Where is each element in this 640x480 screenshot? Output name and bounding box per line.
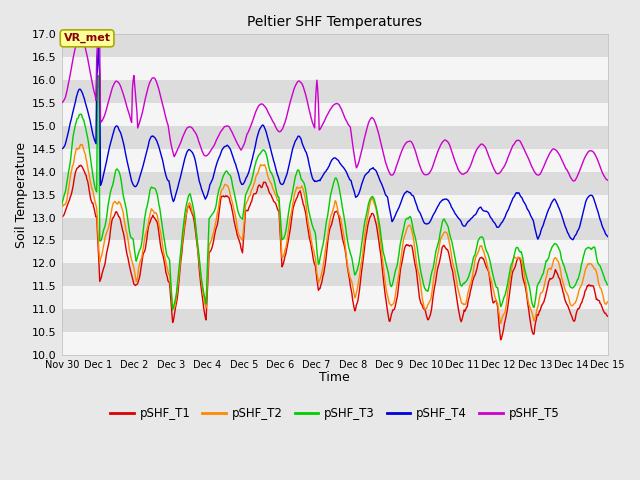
pSHF_T1 (209, 241, 217, 247)
pSHF_T5 (418, 168, 426, 174)
Y-axis label: Soil Temperature: Soil Temperature (15, 142, 28, 248)
pSHF_T2 (180, 225, 188, 231)
pSHF_T1 (58, 214, 66, 219)
pSHF_T1 (497, 337, 504, 343)
pSHF_T4 (180, 159, 188, 165)
Line: pSHF_T4: pSHF_T4 (62, 48, 608, 240)
pSHF_T1 (125, 259, 132, 264)
Bar (62, 103, 608, 126)
pSHF_T5 (58, 100, 66, 106)
Bar (62, 172, 608, 195)
Text: VR_met: VR_met (63, 33, 111, 44)
pSHF_T1 (180, 229, 188, 235)
pSHF_T3 (169, 307, 177, 313)
pSHF_T3 (58, 202, 66, 207)
pSHF_T2 (402, 229, 410, 235)
Legend: pSHF_T1, pSHF_T2, pSHF_T3, pSHF_T4, pSHF_T5: pSHF_T1, pSHF_T2, pSHF_T3, pSHF_T4, pSHF… (106, 403, 564, 425)
pSHF_T5 (180, 131, 188, 137)
pSHF_T5 (94, 32, 102, 37)
pSHF_T2 (209, 231, 217, 237)
pSHF_T2 (418, 291, 426, 297)
pSHF_T3 (125, 223, 132, 228)
pSHF_T5 (604, 178, 612, 183)
Bar (62, 126, 608, 149)
pSHF_T3 (94, 72, 102, 78)
pSHF_T1 (77, 162, 84, 168)
pSHF_T5 (570, 178, 577, 184)
pSHF_T2 (604, 299, 612, 305)
pSHF_T4 (58, 145, 66, 151)
Bar (62, 309, 608, 332)
pSHF_T2 (58, 204, 66, 209)
pSHF_T3 (68, 146, 76, 152)
pSHF_T1 (604, 313, 612, 319)
Bar (62, 80, 608, 103)
pSHF_T3 (181, 211, 189, 217)
Bar (62, 332, 608, 355)
pSHF_T3 (403, 216, 410, 221)
Bar (62, 217, 608, 240)
pSHF_T4 (569, 237, 577, 243)
Line: pSHF_T5: pSHF_T5 (62, 35, 608, 181)
X-axis label: Time: Time (319, 371, 350, 384)
pSHF_T3 (210, 209, 218, 215)
Bar (62, 35, 608, 57)
Title: Peltier SHF Temperatures: Peltier SHF Temperatures (247, 15, 422, 29)
pSHF_T4 (68, 115, 76, 120)
pSHF_T5 (402, 140, 410, 146)
pSHF_T2 (77, 142, 84, 147)
pSHF_T2 (68, 168, 76, 173)
pSHF_T5 (125, 109, 132, 115)
Line: pSHF_T1: pSHF_T1 (62, 165, 608, 340)
pSHF_T4 (125, 165, 132, 171)
Bar (62, 195, 608, 217)
pSHF_T1 (68, 190, 76, 196)
pSHF_T4 (209, 176, 217, 181)
Bar (62, 57, 608, 80)
pSHF_T4 (94, 45, 102, 51)
Line: pSHF_T3: pSHF_T3 (62, 75, 608, 310)
pSHF_T4 (604, 234, 612, 240)
Bar (62, 286, 608, 309)
pSHF_T4 (402, 190, 410, 195)
Bar (62, 264, 608, 286)
Line: pSHF_T2: pSHF_T2 (62, 144, 608, 324)
pSHF_T1 (402, 243, 410, 249)
pSHF_T3 (419, 276, 426, 282)
Bar (62, 240, 608, 264)
Bar (62, 149, 608, 172)
pSHF_T4 (418, 214, 426, 220)
pSHF_T2 (497, 321, 504, 326)
pSHF_T1 (418, 301, 426, 307)
pSHF_T5 (209, 144, 217, 150)
pSHF_T5 (68, 63, 76, 69)
pSHF_T3 (604, 282, 612, 288)
pSHF_T2 (125, 241, 132, 247)
